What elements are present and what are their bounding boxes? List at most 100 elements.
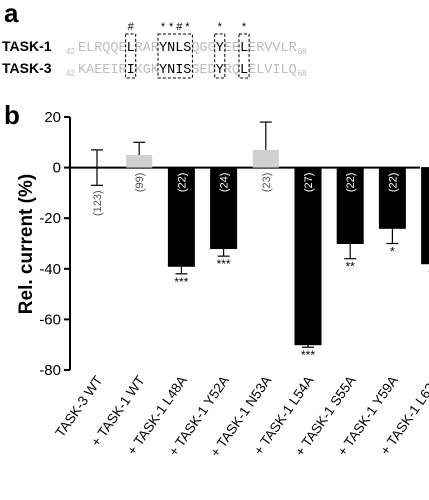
- residue-start: 42: [66, 47, 75, 56]
- residue: A: [86, 63, 95, 78]
- residue: I: [175, 63, 183, 78]
- significance-label: ***: [217, 257, 231, 271]
- residue: E: [224, 41, 232, 56]
- residue: N: [167, 41, 175, 56]
- y-tick-label: 20: [44, 109, 61, 126]
- residue: L: [256, 63, 264, 78]
- n-label: (99): [134, 173, 146, 193]
- residue: K: [78, 63, 87, 78]
- residue: Q: [191, 41, 199, 56]
- residue: Y: [216, 41, 224, 56]
- residue-annotation: *: [169, 21, 174, 33]
- residue: E: [232, 41, 240, 56]
- bar: [167, 167, 195, 267]
- protein-label: TASK-1: [2, 38, 52, 54]
- residue: R: [94, 41, 102, 56]
- residue: S: [183, 41, 191, 56]
- n-label: (123): [92, 190, 104, 216]
- conserved-box: [125, 33, 137, 79]
- residue: N: [167, 63, 175, 78]
- residue: I: [110, 63, 118, 78]
- n-label: (23): [261, 173, 273, 193]
- residue: I: [127, 63, 135, 78]
- residue: Q: [110, 41, 118, 56]
- residue-annotation: *: [185, 21, 190, 33]
- bar: [294, 167, 322, 346]
- y-axis-label: Rel. current (%): [16, 174, 37, 314]
- n-label: (24): [219, 173, 231, 193]
- residue: S: [183, 63, 191, 78]
- residue: G: [199, 41, 207, 56]
- residue: R: [151, 41, 159, 56]
- residue: V: [272, 41, 281, 56]
- residue-annotation: *: [242, 21, 247, 33]
- residue: A: [143, 41, 152, 56]
- sequence-alignment: TASK-1 42 E L R Q Q E L R A R Y N L S Q G G Y E E L E R V V L R 68TAS…: [2, 21, 307, 79]
- residue: Y: [159, 41, 167, 56]
- residue: L: [280, 41, 288, 56]
- conserved-box: [238, 33, 250, 79]
- y-tick-label: -60: [39, 311, 61, 328]
- residue: K: [151, 63, 160, 78]
- residue-annotation: #: [128, 21, 135, 33]
- residue: G: [143, 63, 151, 78]
- n-label: (27): [303, 173, 315, 193]
- residue: Q: [232, 63, 240, 78]
- residue: I: [272, 63, 280, 78]
- residue: Q: [289, 63, 297, 78]
- residue: R: [289, 41, 297, 56]
- residue: Q: [102, 41, 110, 56]
- conserved-box: [214, 33, 226, 79]
- bar-chart: 200-20-40-60-80(123)TASK-3 WT(99)+ TASK-…: [39, 109, 429, 460]
- residue: E: [78, 41, 86, 56]
- residue: E: [248, 41, 256, 56]
- residue: S: [191, 63, 199, 78]
- bar: [252, 149, 279, 168]
- residue: K: [135, 63, 144, 78]
- residue: V: [264, 63, 273, 78]
- residue: E: [102, 63, 110, 78]
- residue: D: [208, 63, 216, 78]
- residue: E: [94, 63, 102, 78]
- protein-label: TASK-3: [2, 60, 52, 76]
- residue: R: [224, 63, 232, 78]
- bar: [421, 167, 429, 265]
- n-label: (22): [176, 173, 188, 193]
- residue: E: [248, 63, 256, 78]
- residue: G: [208, 41, 216, 56]
- residue: L: [240, 41, 248, 56]
- residue-end: 68: [298, 69, 307, 78]
- bar: [126, 154, 153, 168]
- y-tick-label: -20: [39, 210, 61, 227]
- residue: L: [127, 41, 135, 56]
- residue-end: 68: [298, 47, 307, 56]
- significance-label: **: [346, 260, 356, 274]
- residue: L: [280, 63, 288, 78]
- residue-annotation: *: [161, 21, 166, 33]
- residue: L: [175, 41, 183, 56]
- residue-annotation: #: [176, 21, 183, 33]
- residue-start: 42: [66, 69, 75, 78]
- conserved-box: [157, 33, 193, 79]
- n-label: (22): [387, 173, 399, 193]
- residue: V: [264, 41, 273, 56]
- residue: Y: [159, 63, 167, 78]
- panel-a-letter: a: [4, 0, 19, 28]
- residue: E: [118, 41, 126, 56]
- y-tick-label: 0: [53, 160, 61, 177]
- bar: [210, 167, 238, 250]
- residue: R: [256, 41, 264, 56]
- residue: E: [199, 63, 207, 78]
- residue: L: [240, 63, 248, 78]
- panel-b-letter: b: [4, 100, 20, 130]
- n-label: (22): [345, 173, 357, 193]
- bar: [336, 167, 364, 245]
- significance-label: ***: [301, 348, 315, 362]
- residue: Y: [216, 63, 224, 78]
- y-tick-label: -80: [39, 362, 61, 379]
- residue: R: [118, 63, 126, 78]
- residue: L: [86, 41, 94, 56]
- significance-label: ***: [174, 275, 188, 289]
- residue: R: [135, 41, 143, 56]
